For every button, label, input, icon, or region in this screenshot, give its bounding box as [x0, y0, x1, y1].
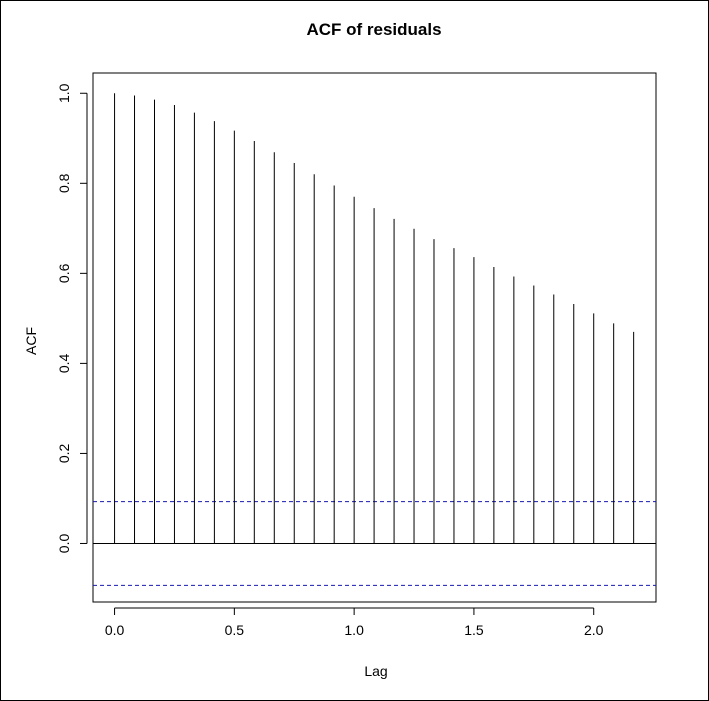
y-tick-label: 0.2: [56, 443, 72, 463]
x-tick-label: 1.5: [464, 622, 484, 638]
y-tick-label: 0.8: [56, 173, 72, 193]
y-tick-label: 1.0: [56, 83, 72, 103]
plot-area: 0.0 0.5 1.0 1.5 2.0 0.0 0.2 0.4 0.6 0.8 1.0: [56, 72, 657, 638]
y-tick-label: 0.0: [56, 534, 72, 554]
x-tick-label: 1.0: [344, 622, 364, 638]
y-tick-label: 0.4: [56, 353, 72, 373]
y-axis-label: ACF: [23, 327, 39, 355]
x-tick-label: 0.5: [225, 622, 245, 638]
plot-frame: [92, 72, 657, 603]
x-axis-label: Lag: [364, 663, 387, 679]
chart-title: ACF of residuals: [306, 20, 441, 39]
x-tick-label: 0.0: [105, 622, 125, 638]
y-tick-label: 0.6: [56, 263, 72, 283]
x-tick-label: 2.0: [584, 622, 604, 638]
